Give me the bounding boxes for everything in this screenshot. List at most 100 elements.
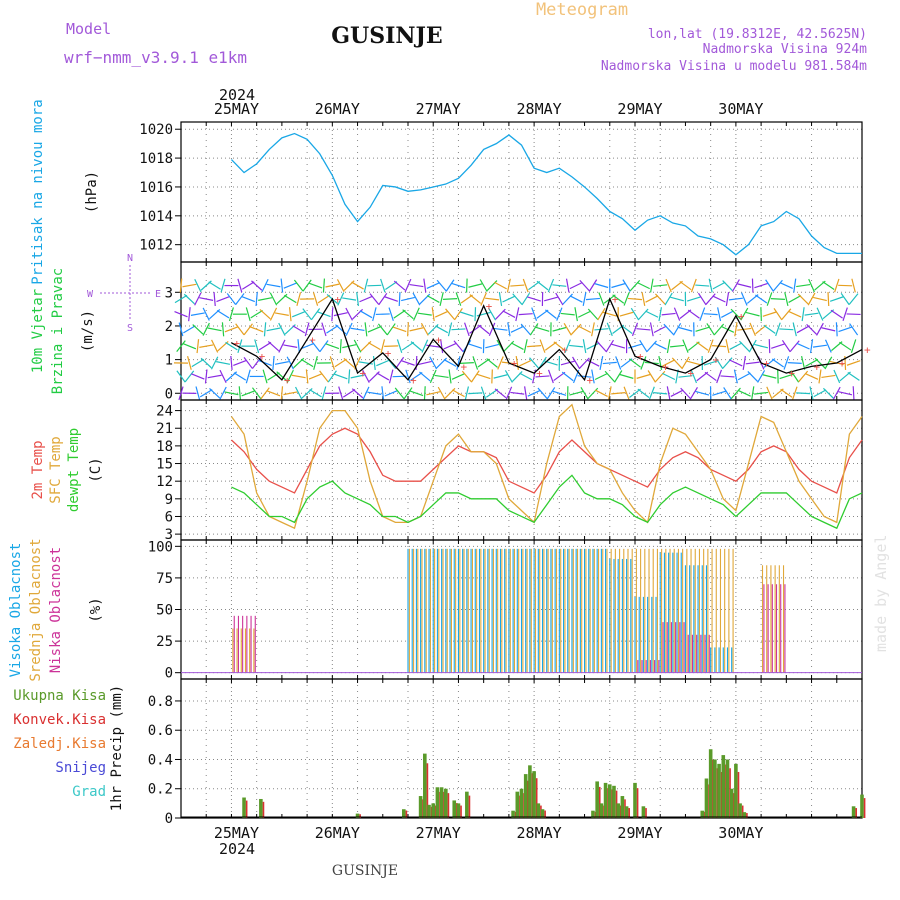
- conv-precip-bar: [645, 808, 647, 818]
- wind-arrow: [488, 307, 497, 321]
- wind-arrow: [662, 359, 676, 367]
- wind-arrow: [187, 356, 192, 370]
- wind-arrow: [317, 294, 331, 304]
- wind-arrow: [283, 294, 297, 304]
- wind-arrow: [409, 390, 424, 397]
- wind-arrow: [497, 356, 504, 370]
- wind-arrow: [402, 309, 414, 320]
- wind-arrow: [629, 279, 641, 292]
- wind-arrow: [426, 295, 440, 303]
- series-line: [230, 132, 862, 256]
- precip-bar: [540, 809, 545, 818]
- wind-arrow: [267, 372, 280, 381]
- wind-arrow: [192, 324, 204, 335]
- wind-arrow: [308, 373, 323, 380]
- wind-arrow: [512, 370, 523, 382]
- wind-arrow: [850, 339, 857, 353]
- wind-arrow: [640, 356, 647, 370]
- wind-arrow: [461, 370, 472, 383]
- wind-arrow: [367, 391, 382, 395]
- precip-bar: [532, 771, 536, 818]
- wind-arrow: [477, 324, 490, 335]
- x-day-label-bottom: 27MAY: [416, 824, 461, 842]
- wind-arrow: [423, 278, 427, 293]
- wind-arrow: [520, 323, 531, 335]
- wind-arrow: [839, 341, 852, 351]
- wind-arrow: [521, 292, 531, 306]
- conv-precip-bar: [855, 808, 857, 818]
- wind-arrow: [372, 355, 376, 370]
- y-tick-label: 100: [148, 539, 173, 555]
- wind-arrow: [597, 307, 606, 321]
- y-tick-label: 12: [156, 474, 173, 490]
- wind-arrow: [591, 369, 595, 384]
- wind-arrow: [274, 312, 289, 316]
- wind-arrow: [207, 374, 222, 379]
- wind-arrow: [269, 307, 278, 321]
- wind-arrow: [789, 340, 800, 352]
- y-tick-label: 0: [165, 666, 173, 682]
- wind-arrow: [515, 355, 519, 370]
- wind-arrow: [829, 296, 844, 302]
- wind-arrow: [779, 373, 794, 380]
- wind-arrow: [451, 373, 466, 380]
- x-day-label-top: 26MAY: [315, 100, 360, 118]
- wind-arrow: [426, 344, 441, 348]
- wind-arrow: [510, 342, 524, 350]
- wind-arrow: [772, 279, 783, 292]
- wind-arrow: [495, 308, 506, 320]
- wind-arrow: [665, 278, 672, 293]
- wind-arrow: [594, 328, 609, 331]
- wind-arrow: [338, 386, 344, 401]
- y-tick-label: 1020: [139, 122, 173, 138]
- wind-arrow: [243, 357, 253, 369]
- wind-arrow: [763, 324, 776, 334]
- y-tick-label: 1: [165, 353, 173, 369]
- precip-bar: [616, 803, 620, 818]
- conv-precip-bar: [737, 771, 740, 818]
- wind-arrow: [689, 386, 698, 400]
- wind-arrow: [686, 360, 701, 366]
- wind-arrow: [300, 342, 314, 350]
- wind-arrow: [486, 280, 498, 292]
- wind-arrow: [840, 292, 850, 306]
- wind-arrow: [250, 309, 263, 319]
- precip-bar: [603, 782, 608, 818]
- wind-arrow: [174, 310, 188, 318]
- wind-arrow: [452, 389, 465, 398]
- wind-arrow: [199, 297, 214, 301]
- y-tick-label: 0.4: [148, 752, 173, 768]
- compass-rose: N S W E: [87, 253, 161, 334]
- wind-arrow: [527, 389, 541, 397]
- wind-arrow: [393, 280, 406, 291]
- wind-arrow: [468, 283, 483, 288]
- wind-arrow: [191, 358, 205, 368]
- wind-arrow: [237, 339, 243, 354]
- wind-arrow: [574, 307, 578, 322]
- year-bottom: 2024: [219, 840, 255, 858]
- wind-arrow: [846, 360, 861, 366]
- wind-arrow: [304, 322, 310, 337]
- wind-arrow: [729, 359, 743, 367]
- wind-arrow: [363, 278, 369, 293]
- wind-arrow: [388, 307, 394, 322]
- wind-arrow: [266, 327, 281, 332]
- wind-arrow: [838, 391, 853, 396]
- wind-arrow: [423, 386, 426, 401]
- wind-arrow: [631, 322, 639, 337]
- ylabel-temp-unit: (C): [88, 457, 104, 482]
- wind-arrow: [594, 372, 608, 381]
- precip-bar: [704, 778, 709, 818]
- wind-arrow: [577, 375, 592, 378]
- y-tick-label: 1012: [139, 238, 173, 254]
- wind-arrow: [670, 389, 684, 397]
- wind-arrow: [695, 326, 710, 332]
- wind-arrow: [791, 386, 798, 401]
- wind-arrow: [771, 343, 785, 349]
- wind-arrow: [737, 327, 752, 331]
- wind-arrow: [183, 325, 196, 334]
- wind-arrow: [184, 370, 195, 383]
- wind-arrow: [407, 322, 409, 337]
- conv-precip-bar: [863, 798, 866, 818]
- wind-arrow: [666, 339, 671, 354]
